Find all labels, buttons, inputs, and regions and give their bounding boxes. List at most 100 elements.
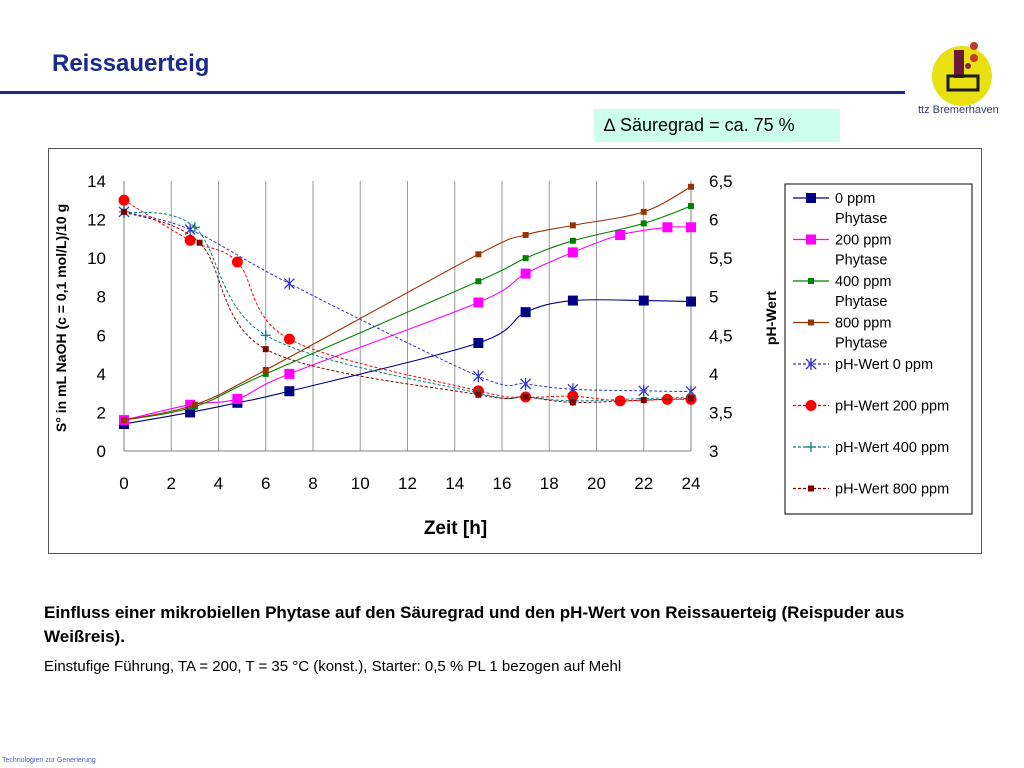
legend-swatch-marker bbox=[805, 358, 817, 370]
data-point bbox=[189, 222, 200, 233]
legend-swatch-marker bbox=[806, 442, 816, 452]
ttz-logo bbox=[918, 32, 1018, 122]
data-point bbox=[520, 268, 531, 279]
data-point bbox=[232, 393, 243, 404]
data-point bbox=[662, 222, 673, 233]
y2-tick-label: 6,5 bbox=[709, 172, 733, 191]
y-tick-label: 10 bbox=[87, 249, 106, 268]
legend-label: pH-Wert 200 ppm bbox=[835, 399, 949, 415]
data-point bbox=[184, 234, 196, 246]
y2-axis-label: pH-Wert bbox=[763, 291, 779, 346]
data-point bbox=[686, 296, 696, 307]
x-tick-label: 10 bbox=[351, 474, 370, 493]
data-point bbox=[615, 230, 626, 240]
y-tick-label: 14 bbox=[87, 172, 106, 191]
data-point bbox=[185, 399, 196, 410]
y2-tick-label: 5,5 bbox=[709, 249, 733, 268]
data-point bbox=[640, 208, 647, 215]
legend-swatch-marker bbox=[808, 319, 814, 326]
tick-labels: 0 2 4 6 8 10 12 14 16 18 20 22 240246810121433,544,5… bbox=[87, 172, 733, 493]
y2-tick-label: 3,5 bbox=[709, 403, 733, 422]
data-point bbox=[262, 367, 269, 373]
data-point bbox=[688, 183, 694, 190]
data-point bbox=[522, 232, 529, 238]
y-tick-label: 0 bbox=[97, 442, 106, 461]
x-tick-label: 24 bbox=[682, 474, 701, 493]
data-point bbox=[522, 394, 529, 400]
legend-label: pH-Wert 0 ppm bbox=[835, 357, 933, 373]
grid-lines bbox=[123, 181, 692, 451]
data-point bbox=[260, 330, 271, 341]
x-tick-label: 18 bbox=[540, 474, 559, 493]
data-point bbox=[191, 401, 198, 408]
series-line bbox=[123, 299, 692, 425]
data-point bbox=[283, 277, 295, 290]
data-point bbox=[661, 393, 673, 405]
legend-label: pH-Wert 800 ppm bbox=[835, 482, 949, 498]
y2-tick-label: 4,5 bbox=[709, 326, 733, 345]
data-point bbox=[121, 417, 127, 424]
title-divider bbox=[0, 91, 905, 94]
footer-text: Technologien zur Generierung bbox=[2, 757, 96, 764]
legend-entry: 0 ppm Phytase bbox=[793, 191, 887, 227]
data-point bbox=[231, 256, 243, 268]
legend-swatch-marker bbox=[808, 278, 814, 284]
figure-subcaption: Einstufige Führung, TA = 200, T = 35 °C … bbox=[44, 658, 622, 675]
y2-tick-label: 6 bbox=[709, 211, 718, 230]
data-point bbox=[475, 278, 482, 285]
acidity-annotation: ∆ Säuregrad = ca. 75 % bbox=[594, 109, 840, 142]
x-tick-label: 20 bbox=[587, 474, 606, 493]
y2-tick-label: 3 bbox=[709, 442, 718, 461]
x-tick-label: 22 bbox=[634, 474, 653, 493]
y2-tick-label: 5 bbox=[709, 288, 718, 307]
data-point bbox=[472, 370, 484, 383]
legend-swatch-marker bbox=[806, 234, 816, 245]
data-point bbox=[567, 295, 578, 306]
data-point bbox=[688, 203, 694, 210]
data-point bbox=[640, 397, 647, 404]
data-point bbox=[185, 407, 196, 418]
data-point bbox=[569, 222, 576, 229]
y-tick-label: 4 bbox=[97, 365, 106, 384]
x-axis-label: Zeit [h] bbox=[424, 518, 487, 539]
data-point bbox=[688, 395, 694, 402]
data-point bbox=[638, 295, 649, 306]
x-tick-label: 4 bbox=[214, 474, 223, 493]
legend-label: 200 ppm Phytase bbox=[835, 233, 891, 269]
data-point bbox=[284, 368, 295, 379]
legend-entry: 200 ppm Phytase bbox=[793, 233, 891, 269]
y-tick-label: 6 bbox=[97, 326, 106, 345]
x-tick-label: 12 bbox=[398, 474, 417, 493]
data-point bbox=[262, 346, 269, 353]
data-point bbox=[475, 251, 482, 258]
legend-entry: pH-Wert 400 ppm bbox=[793, 440, 949, 456]
data-point bbox=[473, 338, 484, 348]
data-point bbox=[118, 194, 130, 206]
data-point bbox=[284, 386, 295, 397]
legend-entry: 800 ppm Phytase bbox=[793, 316, 891, 352]
ttz-logo-icon bbox=[932, 42, 992, 106]
data-point bbox=[522, 255, 529, 262]
legend-label: 0 ppm Phytase bbox=[835, 191, 887, 227]
y2-tick-label: 4 bbox=[709, 365, 718, 384]
legend-entry: pH-Wert 200 ppm bbox=[793, 399, 949, 415]
legend-entry: pH-Wert 800 ppm bbox=[793, 482, 949, 498]
legend-swatch-marker bbox=[808, 485, 814, 492]
data-point bbox=[567, 247, 578, 258]
logo-caption: ttz Bremerhaven bbox=[918, 104, 999, 116]
data-point bbox=[569, 237, 576, 244]
legend-entries: 0 ppm Phytase 200 ppm Phytase 400 ppm Phytase… bbox=[793, 191, 949, 498]
data-point bbox=[121, 208, 127, 215]
data-point bbox=[473, 297, 484, 308]
legend-entry: 400 ppm Phytase bbox=[793, 274, 891, 310]
legend-label: 800 ppm Phytase bbox=[835, 316, 891, 352]
y-axis-label: S° in mL NaOH (c = 0,1 mol/L)/10 g bbox=[53, 204, 69, 432]
page-title: Reissauerteig bbox=[52, 50, 210, 77]
data-point bbox=[520, 377, 532, 390]
x-tick-label: 0 bbox=[119, 474, 128, 493]
data-point bbox=[262, 370, 269, 377]
legend-swatch-marker bbox=[805, 400, 817, 411]
x-tick-label: 16 bbox=[493, 474, 512, 493]
x-tick-label: 2 bbox=[167, 474, 176, 493]
x-tick-label: 14 bbox=[445, 474, 464, 493]
